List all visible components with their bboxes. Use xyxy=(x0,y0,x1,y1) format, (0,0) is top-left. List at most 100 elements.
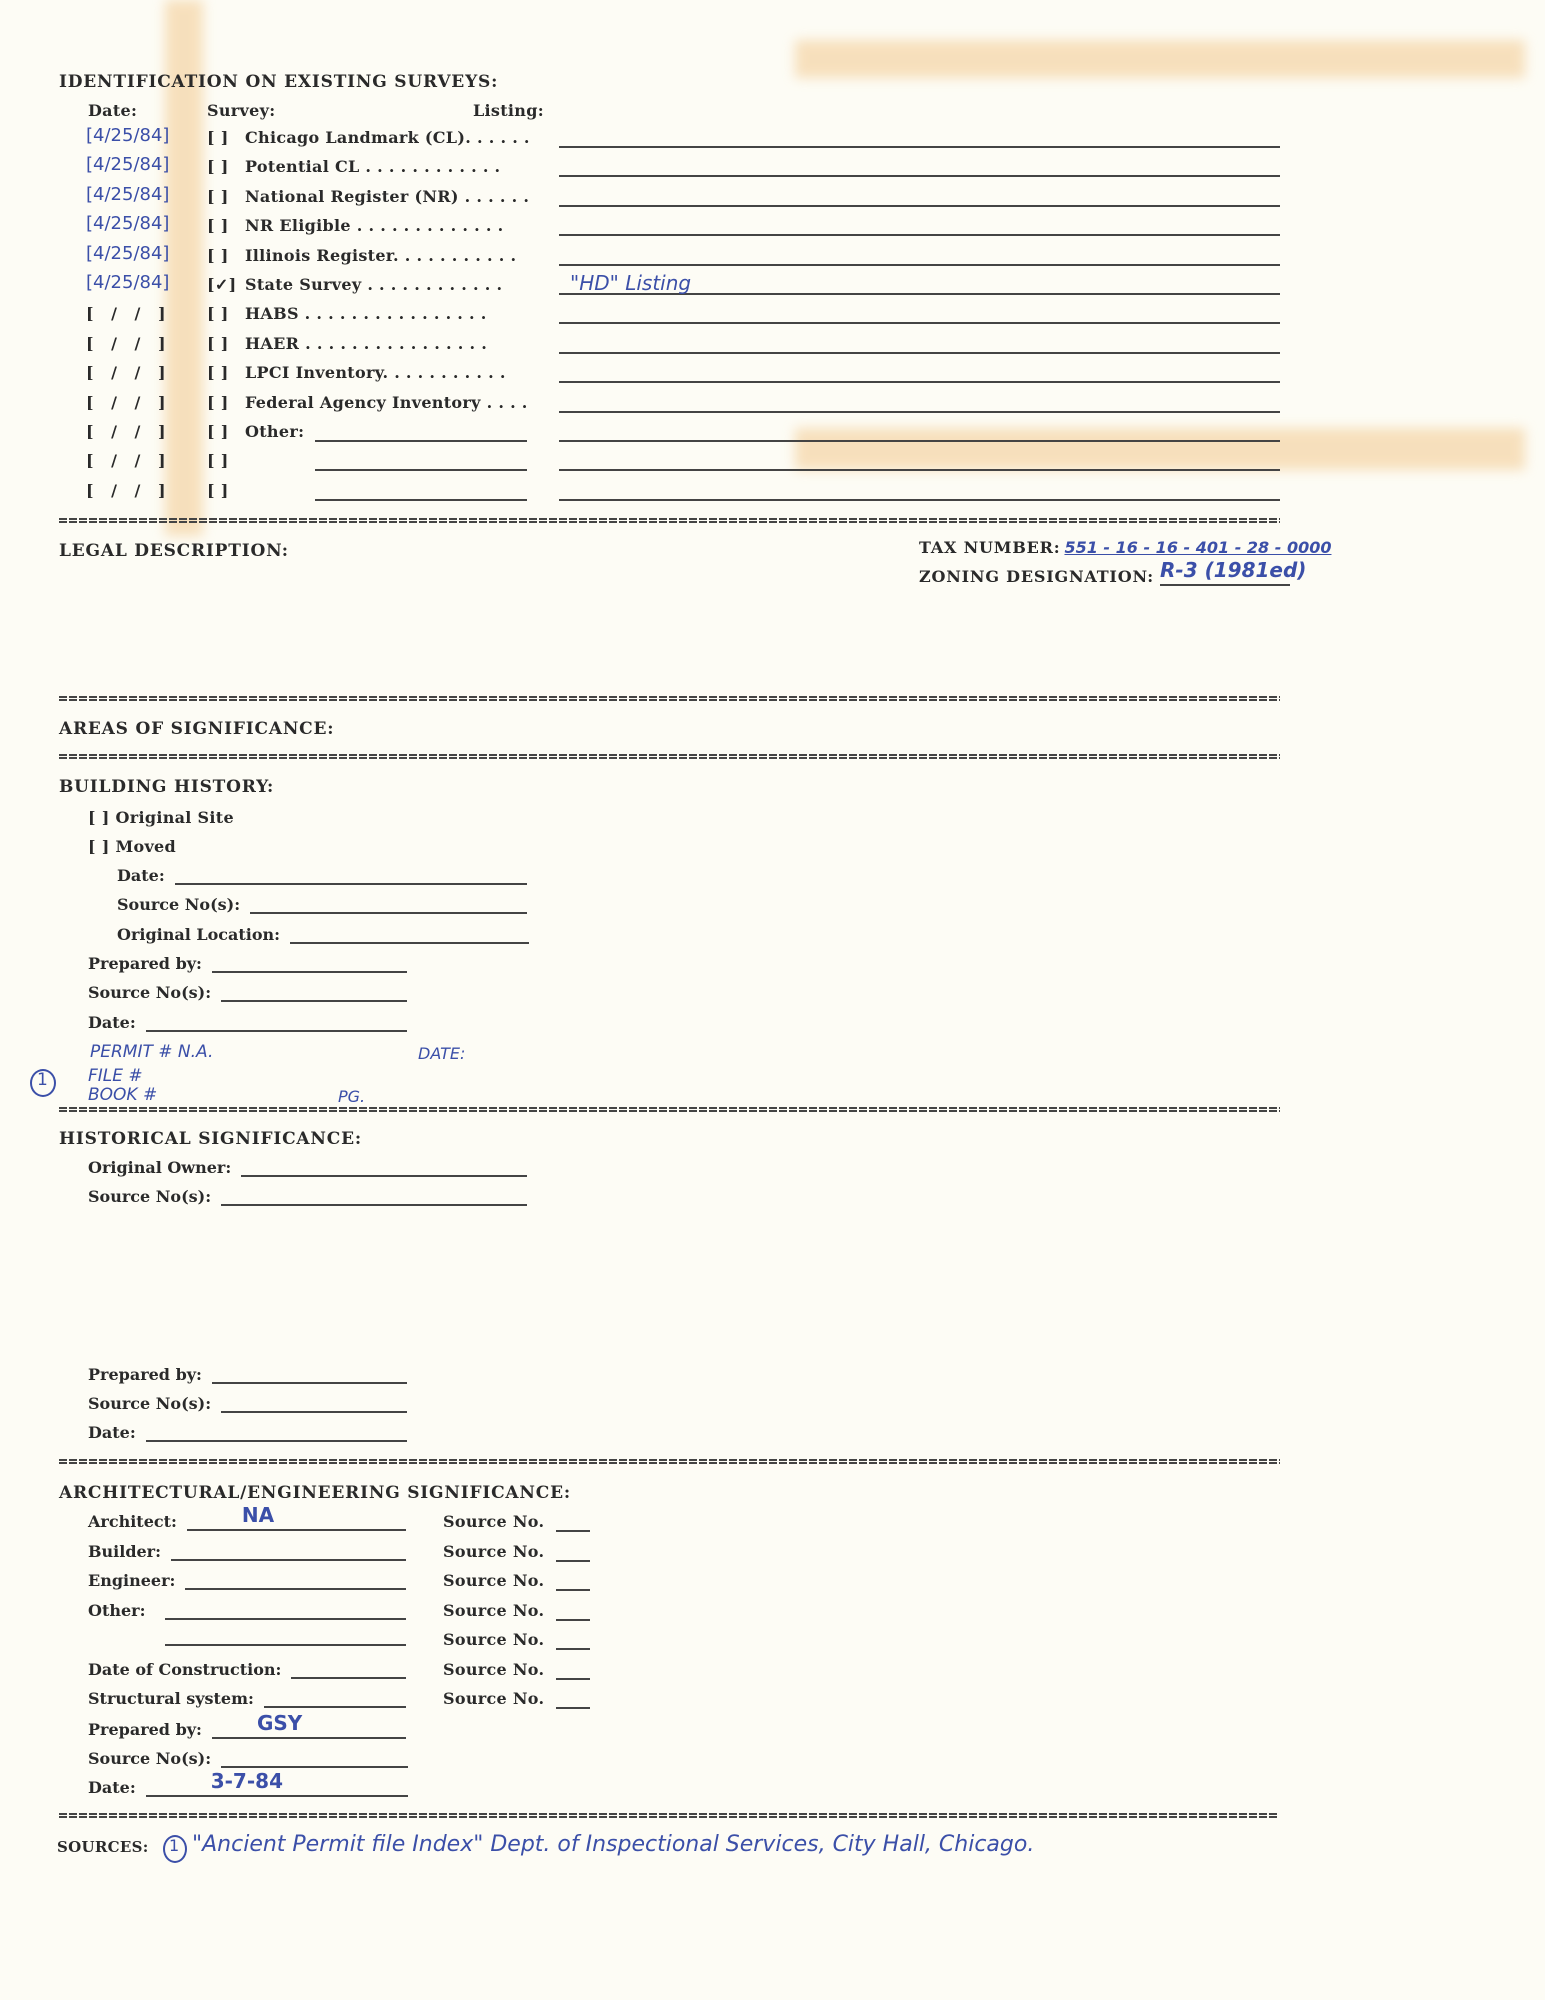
listing-field[interactable] xyxy=(559,204,1280,207)
survey-date[interactable]: [ / / ] xyxy=(86,392,172,412)
survey-date[interactable]: [ / / ] xyxy=(86,451,172,471)
section-divider xyxy=(59,754,1280,759)
moved-checkbox[interactable]: [ ] Moved xyxy=(88,837,177,856)
other-field-continuation[interactable] xyxy=(165,1644,406,1646)
column-header-listing: Listing: xyxy=(473,101,544,120)
survey-date[interactable]: [ / / ] xyxy=(86,333,172,353)
listing-field[interactable] xyxy=(559,293,1280,295)
survey-name: Illinois Register. . . . . . . . . . . xyxy=(245,245,517,265)
listing-field[interactable] xyxy=(559,440,1280,442)
original-owner-field[interactable]: Original Owner: xyxy=(88,1158,527,1177)
date-field[interactable]: Date: 3-7-84 xyxy=(88,1769,408,1797)
zoning-value: R-3 (1981ed) xyxy=(1160,558,1307,582)
sources-marker-number: 1 xyxy=(169,1836,180,1855)
prepared-by-field[interactable]: Prepared by: GSY xyxy=(88,1711,406,1739)
source-no-field[interactable] xyxy=(556,1707,590,1709)
listing-field[interactable] xyxy=(559,498,1280,501)
original-site-checkbox[interactable]: [ ] Original Site xyxy=(88,808,234,827)
source-field[interactable]: Source No(s): xyxy=(88,1749,408,1768)
survey-checkbox[interactable]: [ ] xyxy=(207,186,229,206)
original-location-field[interactable]: Original Location: xyxy=(117,925,529,944)
listing-field[interactable] xyxy=(559,410,1280,413)
prepared-by-field[interactable]: Prepared by: xyxy=(88,954,407,973)
survey-checkbox[interactable]: [ ] xyxy=(207,480,229,500)
listing-field[interactable] xyxy=(559,322,1280,325)
survey-date[interactable]: [4/25/84] xyxy=(86,125,170,146)
survey-date[interactable]: [4/25/84] xyxy=(86,213,170,235)
permit-note: PERMIT # N.A. xyxy=(90,1042,214,1062)
date-field[interactable]: Date: xyxy=(88,1423,407,1442)
field-label: Builder: xyxy=(88,1542,162,1561)
moved-date-field[interactable]: Date: xyxy=(117,866,527,885)
listing-field[interactable] xyxy=(559,469,1280,472)
survey-checkbox[interactable]: [ ] xyxy=(207,363,229,383)
source-no-field[interactable] xyxy=(556,1559,590,1562)
other-survey-line[interactable] xyxy=(315,498,527,501)
builder-field[interactable]: Builder: xyxy=(88,1542,406,1561)
tax-number-label: TAX NUMBER: xyxy=(919,538,1061,557)
listing-field[interactable] xyxy=(559,146,1280,148)
survey-date[interactable]: [ / / ] xyxy=(86,304,172,324)
survey-date[interactable]: [ / / ] xyxy=(86,422,172,441)
other-survey-line[interactable] xyxy=(315,440,527,442)
survey-date[interactable]: [4/25/84] xyxy=(86,242,170,264)
source-no-field[interactable] xyxy=(556,1618,590,1621)
source-field[interactable]: Source No(s): xyxy=(88,1394,407,1413)
source-no-label: Source No. xyxy=(443,1659,545,1679)
source-no-field[interactable] xyxy=(556,1589,590,1591)
survey-checkbox[interactable]: [ ] xyxy=(207,422,229,441)
listing-field[interactable] xyxy=(559,175,1280,178)
source-no-field[interactable] xyxy=(556,1530,590,1532)
prepared-by-field[interactable]: Prepared by: xyxy=(88,1365,407,1384)
field-label: Date of Construction: xyxy=(88,1660,282,1679)
survey-checkbox[interactable]: [ ] xyxy=(207,392,229,412)
survey-name: HABS . . . . . . . . . . . . . . . . xyxy=(245,304,487,324)
survey-checkbox[interactable]: [ ] xyxy=(207,216,229,236)
other-field[interactable]: Other: xyxy=(88,1601,406,1620)
survey-checkbox[interactable]: [✓] xyxy=(207,275,237,294)
listing-field[interactable] xyxy=(559,351,1280,354)
survey-checkbox[interactable]: [ ] xyxy=(207,245,229,265)
listing-field[interactable] xyxy=(559,234,1280,237)
tax-number-field: TAX NUMBER: 551 - 16 - 16 - 401 - 28 - 0… xyxy=(919,538,1331,557)
field-label: Architect: xyxy=(88,1512,177,1531)
date-of-construction-field[interactable]: Date of Construction: xyxy=(88,1660,406,1679)
field-label: Engineer: xyxy=(88,1571,176,1590)
survey-date[interactable]: [4/25/84] xyxy=(86,183,170,205)
sources-label: SOURCES: xyxy=(57,1838,149,1856)
date-field[interactable]: Date: xyxy=(88,1013,407,1032)
date-note: DATE: xyxy=(418,1044,466,1063)
field-label: Prepared by: xyxy=(88,1365,202,1384)
source-no-label: Source No. xyxy=(443,1600,545,1620)
source-no-field[interactable] xyxy=(556,1677,590,1680)
listing-field[interactable] xyxy=(559,381,1280,384)
source-no-label: Source No. xyxy=(443,1512,545,1531)
source-field[interactable]: Source No(s): xyxy=(88,1187,527,1206)
survey-date[interactable]: [ / / ] xyxy=(86,363,172,383)
listing-field[interactable] xyxy=(559,263,1280,266)
field-label: Date: xyxy=(88,1778,136,1797)
structural-system-field[interactable]: Structural system: xyxy=(88,1689,406,1708)
field-label: Source No(s): xyxy=(88,983,212,1002)
moved-source-field[interactable]: Source No(s): xyxy=(117,895,527,914)
engineer-field[interactable]: Engineer: xyxy=(88,1571,406,1590)
survey-checkbox[interactable]: [ ] xyxy=(207,304,229,324)
section-heading: ARCHITECTURAL/ENGINEERING SIGNIFICANCE: xyxy=(59,1483,571,1503)
field-label: Date: xyxy=(88,1013,136,1032)
source-no-field[interactable] xyxy=(556,1648,590,1650)
survey-checkbox[interactable]: [ ] xyxy=(207,451,229,471)
other-survey-line[interactable] xyxy=(315,469,527,472)
survey-date[interactable]: [ / / ] xyxy=(86,480,172,500)
survey-name: HAER . . . . . . . . . . . . . . . . xyxy=(245,333,488,353)
source-no-label: Source No. xyxy=(443,1630,545,1649)
survey-date[interactable]: [4/25/84] xyxy=(86,272,170,293)
architect-field[interactable]: Architect: NA xyxy=(88,1503,406,1531)
survey-checkbox[interactable]: [ ] xyxy=(207,128,229,147)
survey-name: Chicago Landmark (CL). . . . . . xyxy=(245,128,530,147)
survey-checkbox[interactable]: [ ] xyxy=(207,157,229,177)
section-divider xyxy=(59,696,1280,701)
source-field[interactable]: Source No(s): xyxy=(88,983,407,1002)
survey-checkbox[interactable]: [ ] xyxy=(207,333,229,353)
survey-date[interactable]: [4/25/84] xyxy=(86,154,170,176)
field-label: Source No(s): xyxy=(88,1394,212,1413)
